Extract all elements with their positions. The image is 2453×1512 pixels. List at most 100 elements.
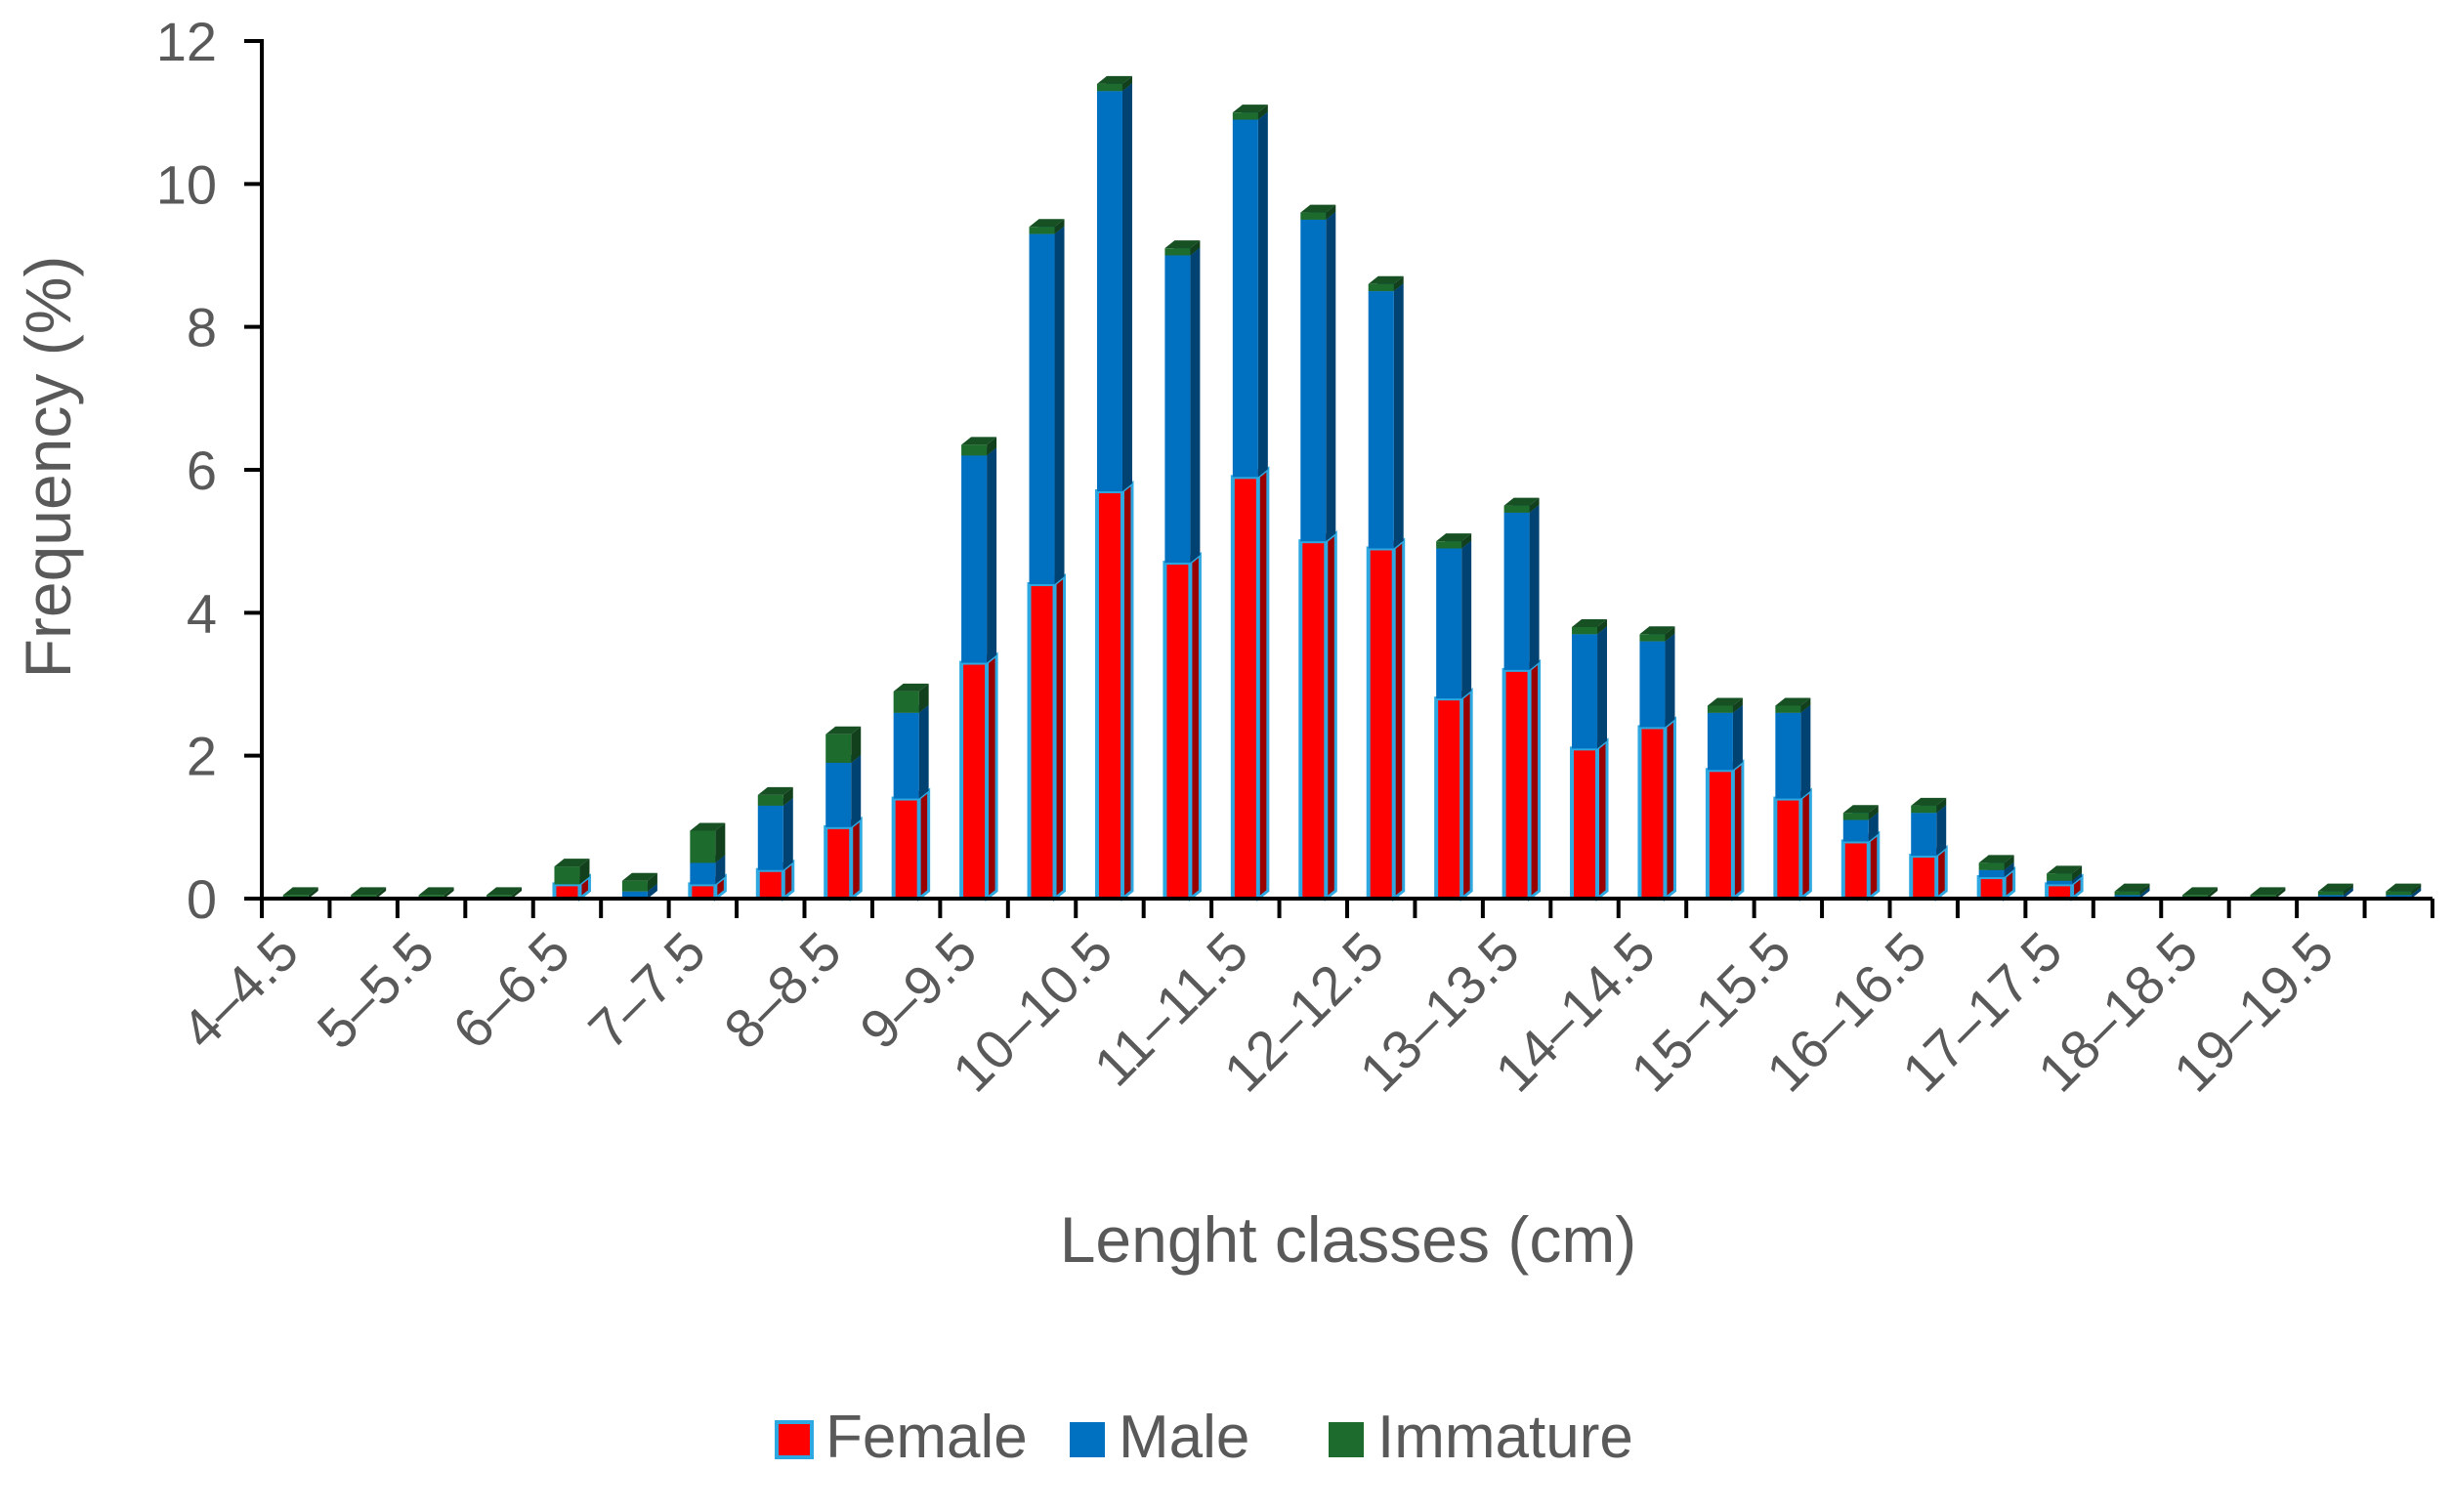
bar-male-10–10.5 xyxy=(1096,83,1132,491)
x-tick-label: 7–7.5 xyxy=(576,920,717,1061)
bar-female-9.5–10 xyxy=(1027,572,1067,903)
bar-side-face xyxy=(987,437,997,456)
bar-immature-8–8.5 xyxy=(825,726,862,763)
bar-female-10–10.5 xyxy=(1094,480,1134,903)
bar-female-11.5–12 xyxy=(1298,530,1337,903)
bar-front-face xyxy=(1909,854,1939,901)
bar-top-face xyxy=(961,437,997,445)
bar-top-face xyxy=(2386,883,2422,892)
bar-immature-12.5–13 xyxy=(1436,533,1472,549)
bar-side-face xyxy=(1936,797,1947,814)
legend-swatch xyxy=(1329,1422,1364,1457)
bar-front-face xyxy=(1911,813,1937,857)
bar-male-12–12.5 xyxy=(1368,283,1404,549)
bar-front-face xyxy=(2047,873,2073,881)
bar-front-face xyxy=(1707,705,1733,713)
bar-side-face xyxy=(2072,865,2083,881)
bar-front-face xyxy=(554,866,580,885)
bar-side-outline xyxy=(849,816,863,903)
bar-side-face xyxy=(1461,691,1472,899)
bar-side-face xyxy=(1732,697,1743,713)
bar-front-face xyxy=(755,867,785,902)
bar-top-face xyxy=(893,683,929,692)
x-tick-label: 5–5.5 xyxy=(305,920,445,1061)
bar-side-face xyxy=(308,887,318,899)
bar-side-face xyxy=(918,683,929,713)
bar-side-face xyxy=(1257,469,1268,899)
bar-male-8–8.5 xyxy=(825,754,862,827)
bar-female-10.5–11 xyxy=(1163,551,1202,903)
bar-male-11–11.5 xyxy=(1232,111,1268,478)
bar-top-face xyxy=(2250,887,2286,896)
bar-side-face xyxy=(782,786,793,806)
bar-front-face xyxy=(1572,634,1598,749)
bar-female-14–14.5 xyxy=(1637,716,1676,903)
bar-top-face xyxy=(621,872,657,881)
bar-front-face xyxy=(1637,725,1668,902)
bar-front-face xyxy=(2114,891,2140,896)
bar-side-face xyxy=(2343,883,2353,896)
bar-front-face xyxy=(1842,813,1869,820)
bar-side-face xyxy=(715,855,726,885)
bar-front-face xyxy=(1368,283,1394,292)
bar-side-face xyxy=(1326,204,1336,220)
bar-front-face xyxy=(891,796,921,901)
bar-front-face xyxy=(621,880,648,892)
bar-side-outline xyxy=(577,873,591,903)
bar-top-face xyxy=(1707,697,1743,706)
bar-side-face xyxy=(782,861,793,899)
bar-front-face xyxy=(2317,891,2344,896)
bar-side-face xyxy=(647,883,657,899)
y-tick-label: 8 xyxy=(187,297,217,358)
bar-front-face xyxy=(1164,248,1191,256)
bar-front-face xyxy=(1434,696,1464,902)
bar-immature-19–19.5 xyxy=(2317,883,2353,896)
bar-female-15–15.5 xyxy=(1773,787,1812,903)
legend-label: Immature xyxy=(1377,1404,1633,1471)
bar-top-face xyxy=(418,887,454,896)
bar-side-face xyxy=(987,447,997,663)
bar-front-face xyxy=(1027,582,1057,901)
bar-front-face xyxy=(1842,819,1869,842)
bar-female-15.5–16 xyxy=(1840,830,1881,903)
legend: Female Male Immature xyxy=(775,1404,1633,1471)
bar-immature-13–13.5 xyxy=(1503,497,1540,513)
bar-side-face xyxy=(851,726,862,763)
bar-side-face xyxy=(1393,283,1404,549)
bar-front-face xyxy=(1300,219,1327,542)
bar-top-face xyxy=(1096,75,1132,84)
bar-male-14.5–15 xyxy=(1707,704,1743,771)
bar-side-face xyxy=(1936,848,1947,899)
bar-side-face xyxy=(1665,633,1675,728)
x-tick-label: 8–8.5 xyxy=(712,920,853,1061)
bar-front-face xyxy=(1707,712,1733,771)
bar-immature-12–12.5 xyxy=(1368,275,1404,292)
bar-side-face xyxy=(1732,762,1743,899)
bar-front-face xyxy=(1840,839,1871,902)
bar-top-face xyxy=(554,859,590,867)
bar-top-face xyxy=(1842,805,1879,814)
bar-side-face xyxy=(1665,719,1675,899)
bar-front-face xyxy=(1232,119,1258,478)
bar-side-face xyxy=(782,797,793,870)
bar-side-outline xyxy=(782,859,795,903)
bar-side-face xyxy=(1190,555,1201,899)
legend-label: Female xyxy=(825,1404,1028,1471)
bar-side-outline xyxy=(2003,865,2016,903)
bar-immature-17–17.5 xyxy=(2047,865,2083,881)
bar-side-face xyxy=(1054,576,1065,899)
bar-front-face xyxy=(690,862,716,885)
y-tick-label: 2 xyxy=(187,726,217,787)
bar-side-face xyxy=(715,876,726,899)
bar-front-face xyxy=(2047,880,2073,885)
bar-immature-11.5–12 xyxy=(1300,204,1336,220)
bar-front-face xyxy=(1232,112,1258,120)
bar-side-face xyxy=(851,754,862,827)
bar-immature-11–11.5 xyxy=(1232,105,1268,120)
legend-item-male: Male xyxy=(1070,1404,1249,1471)
bar-front-face xyxy=(1773,796,1803,901)
bar-immature-7–7.5 xyxy=(690,822,726,863)
bar-immature-6–6.5 xyxy=(554,859,590,885)
bar-immature-9.5–10 xyxy=(1029,219,1065,234)
bar-female-14.5–15 xyxy=(1705,759,1745,903)
